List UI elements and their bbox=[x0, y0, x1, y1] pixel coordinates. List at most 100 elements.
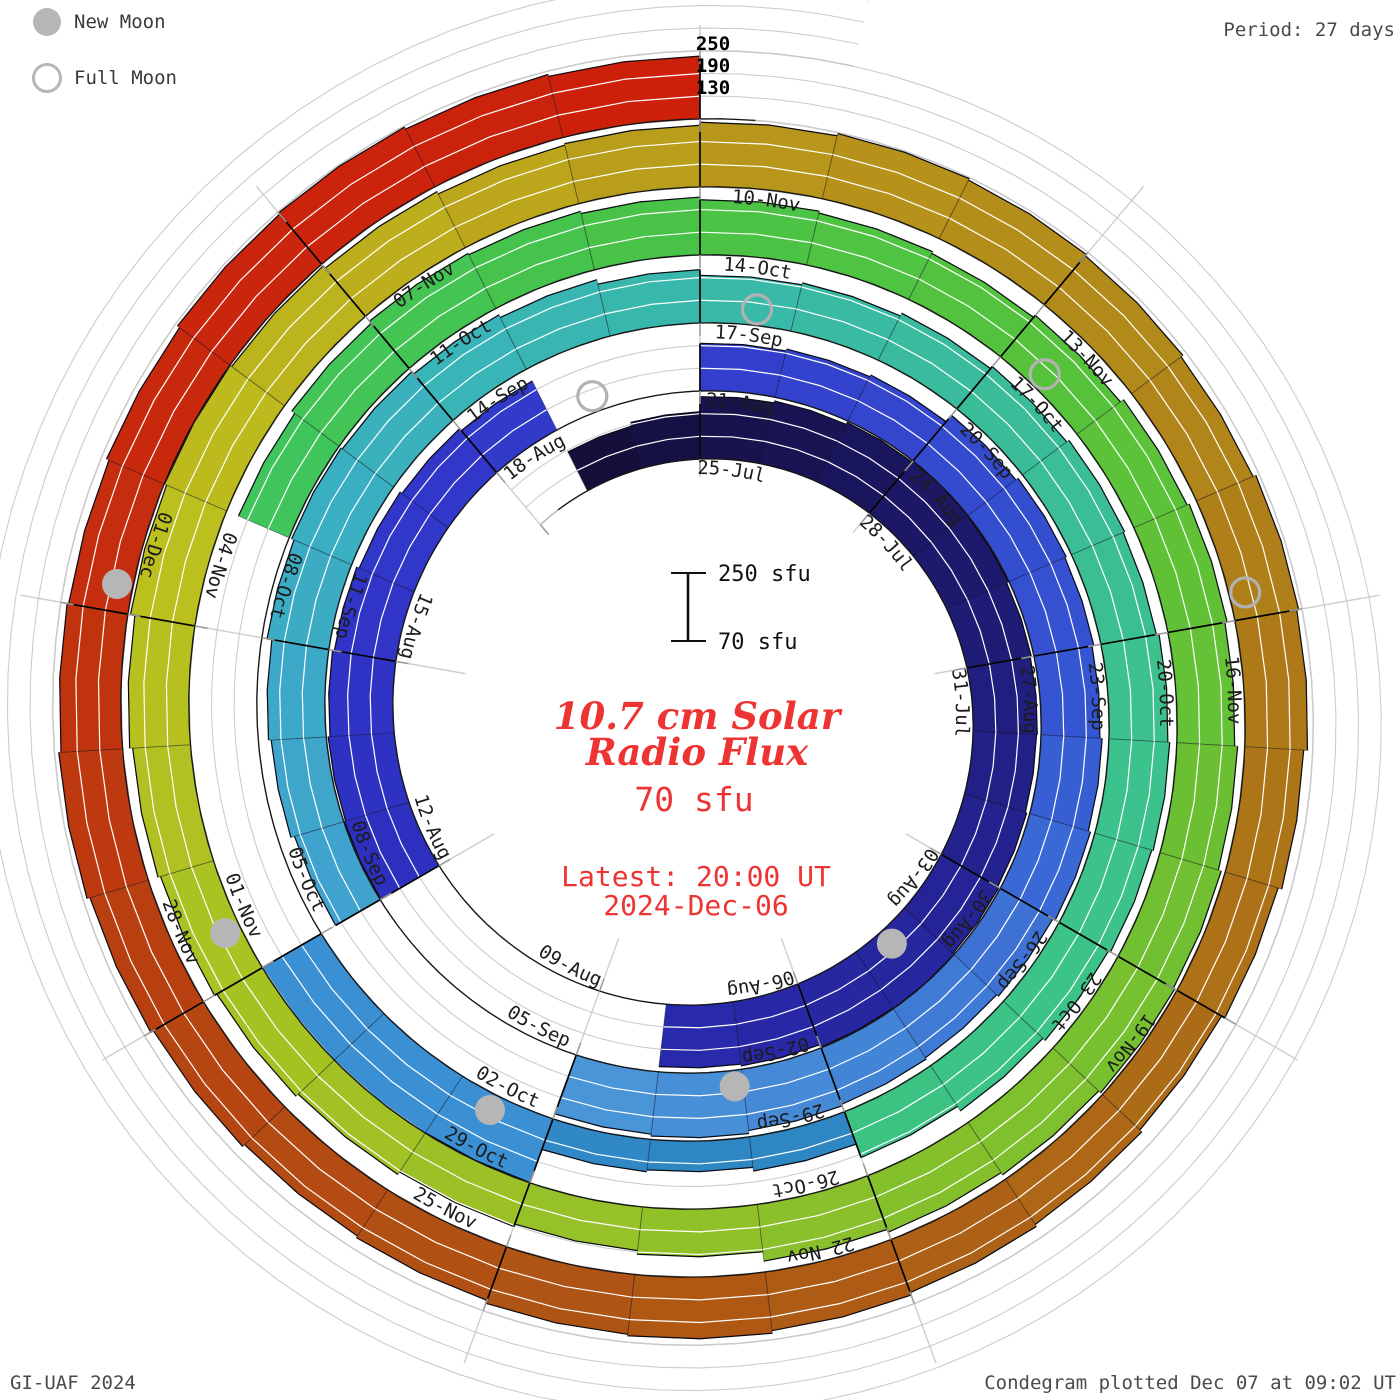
outer-scale-250: 250 bbox=[695, 33, 731, 55]
svg-text:2: 2 bbox=[1015, 664, 1038, 678]
new-moon-icon bbox=[33, 8, 61, 36]
svg-text:N: N bbox=[807, 1240, 823, 1264]
svg-text:p: p bbox=[740, 1045, 754, 1068]
svg-text:2: 2 bbox=[1152, 658, 1175, 672]
svg-text:S: S bbox=[777, 1107, 793, 1131]
svg-text:p: p bbox=[1087, 719, 1109, 731]
svg-text:e: e bbox=[751, 1043, 766, 1067]
full-moon-icon bbox=[32, 63, 62, 93]
svg-text:-: - bbox=[1086, 684, 1109, 697]
outer-scale-130: 130 bbox=[695, 77, 731, 99]
svg-text:v: v bbox=[200, 584, 224, 600]
svg-text:e: e bbox=[333, 614, 357, 631]
svg-text:o: o bbox=[1223, 701, 1245, 713]
svg-text:6: 6 bbox=[1221, 666, 1244, 679]
svg-text:2: 2 bbox=[784, 1035, 801, 1059]
svg-text:3: 3 bbox=[1085, 673, 1108, 686]
period-label: Period: 27 days bbox=[1223, 19, 1395, 41]
svg-text:2: 2 bbox=[829, 1235, 846, 1259]
svg-text:2: 2 bbox=[697, 457, 709, 479]
svg-text:1: 1 bbox=[723, 254, 736, 277]
latest-time-label: Latest: 20:00 UT bbox=[561, 860, 831, 893]
svg-text:-: - bbox=[1154, 681, 1177, 694]
baseline-value-label: 70 sfu bbox=[634, 780, 754, 819]
svg-text:-: - bbox=[754, 188, 768, 211]
svg-text:g: g bbox=[396, 646, 420, 662]
svg-text:O: O bbox=[1155, 693, 1177, 705]
svg-text:-: - bbox=[719, 458, 733, 481]
flux-scalebar bbox=[671, 572, 706, 642]
svg-text:1: 1 bbox=[1220, 655, 1243, 669]
svg-text:g: g bbox=[726, 979, 740, 1002]
full-moon-marker bbox=[1028, 358, 1061, 391]
svg-text:O: O bbox=[756, 257, 770, 280]
svg-text:J: J bbox=[730, 459, 745, 482]
svg-text:p: p bbox=[330, 625, 354, 641]
svg-text:-: - bbox=[803, 1171, 819, 1195]
latest-timestamp: Latest: 20:00 UT 2024-Dec-06 bbox=[561, 862, 831, 920]
svg-text:N: N bbox=[765, 189, 779, 212]
svg-text:v: v bbox=[787, 193, 802, 217]
svg-text:u: u bbox=[749, 393, 764, 417]
svg-text:-: - bbox=[818, 1238, 834, 1262]
latest-date-label: 2024-Dec-06 bbox=[603, 889, 789, 922]
svg-text:t: t bbox=[770, 1178, 785, 1202]
svg-text:S: S bbox=[1087, 696, 1109, 708]
svg-text:3: 3 bbox=[947, 667, 971, 682]
svg-text:g: g bbox=[1019, 722, 1041, 734]
svg-text:t: t bbox=[265, 605, 289, 621]
svg-text:A: A bbox=[739, 392, 754, 416]
svg-text:4: 4 bbox=[734, 254, 747, 277]
svg-text:o: o bbox=[776, 191, 791, 215]
svg-text:7: 7 bbox=[1017, 676, 1040, 690]
svg-text:1: 1 bbox=[949, 679, 972, 693]
svg-text:u: u bbox=[398, 634, 422, 650]
svg-text:A: A bbox=[747, 975, 763, 999]
svg-text:9: 9 bbox=[799, 1102, 816, 1126]
svg-text:t: t bbox=[1155, 716, 1177, 728]
svg-text:e: e bbox=[1087, 708, 1109, 720]
svg-text:u: u bbox=[951, 714, 973, 726]
svg-text:-: - bbox=[788, 1105, 804, 1129]
chart-title: 10.7 cm Solar Radio Flux bbox=[554, 698, 840, 771]
svg-text:1: 1 bbox=[714, 321, 727, 344]
svg-text:A: A bbox=[1019, 699, 1041, 712]
svg-text:S: S bbox=[762, 1041, 778, 1065]
svg-text:l: l bbox=[751, 463, 767, 487]
svg-text:J: J bbox=[951, 703, 973, 715]
svg-text:t: t bbox=[778, 260, 793, 284]
svg-text:5: 5 bbox=[708, 457, 721, 480]
svg-text:o: o bbox=[796, 1243, 811, 1267]
svg-text:u: u bbox=[741, 461, 757, 485]
svg-text:N: N bbox=[1223, 690, 1245, 702]
svg-text:0: 0 bbox=[742, 187, 755, 210]
svg-text:2: 2 bbox=[1084, 661, 1107, 675]
svg-text:2: 2 bbox=[706, 389, 718, 411]
scalebar-top-label: 250 sfu bbox=[718, 562, 811, 587]
svg-text:-: - bbox=[950, 691, 973, 704]
svg-text:-: - bbox=[758, 972, 774, 996]
svg-text:e: e bbox=[766, 1110, 781, 1134]
svg-text:S: S bbox=[747, 324, 761, 347]
moon-legend-icons bbox=[32, 8, 62, 93]
svg-text:-: - bbox=[773, 1038, 789, 1062]
svg-text:c: c bbox=[268, 593, 292, 610]
svg-text:1: 1 bbox=[731, 186, 744, 209]
svg-text:-: - bbox=[1018, 688, 1041, 701]
svg-text:-: - bbox=[736, 323, 750, 346]
new-moon-marker bbox=[474, 1095, 505, 1126]
svg-text:o: o bbox=[203, 573, 227, 590]
svg-text:0: 0 bbox=[1153, 670, 1176, 683]
new-moon-marker bbox=[210, 918, 241, 949]
credit-right: Condegram plotted Dec 07 at 09:02 UT bbox=[984, 1372, 1396, 1394]
scalebar-bottom-label: 70 sfu bbox=[718, 630, 798, 655]
svg-text:1: 1 bbox=[717, 390, 730, 413]
outer-scale-190: 190 bbox=[695, 55, 731, 77]
svg-text:-: - bbox=[1222, 678, 1245, 691]
credit-left: GI-UAF 2024 bbox=[10, 1372, 136, 1394]
svg-text:c: c bbox=[135, 564, 159, 581]
svg-text:c: c bbox=[1155, 705, 1177, 717]
new-moon-marker bbox=[719, 1071, 750, 1102]
